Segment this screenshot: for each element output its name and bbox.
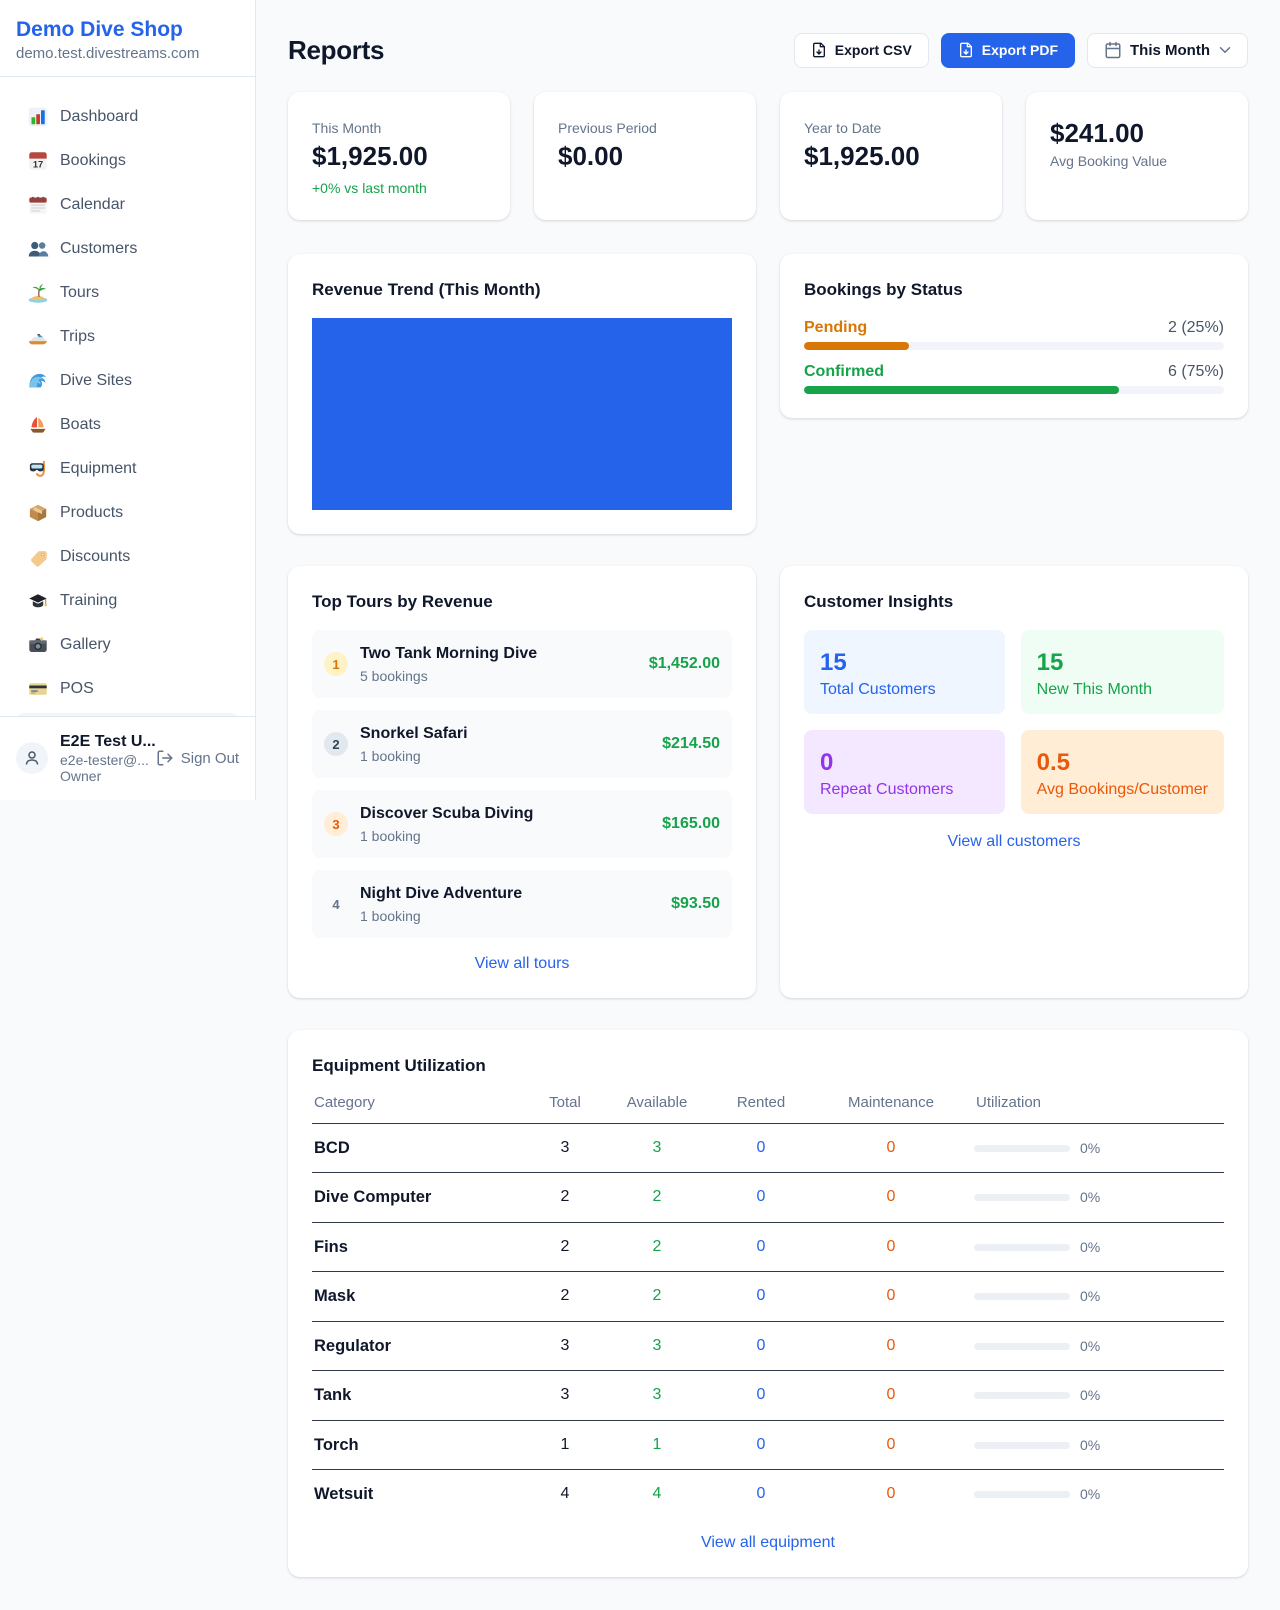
svg-text:17: 17 xyxy=(33,159,43,169)
